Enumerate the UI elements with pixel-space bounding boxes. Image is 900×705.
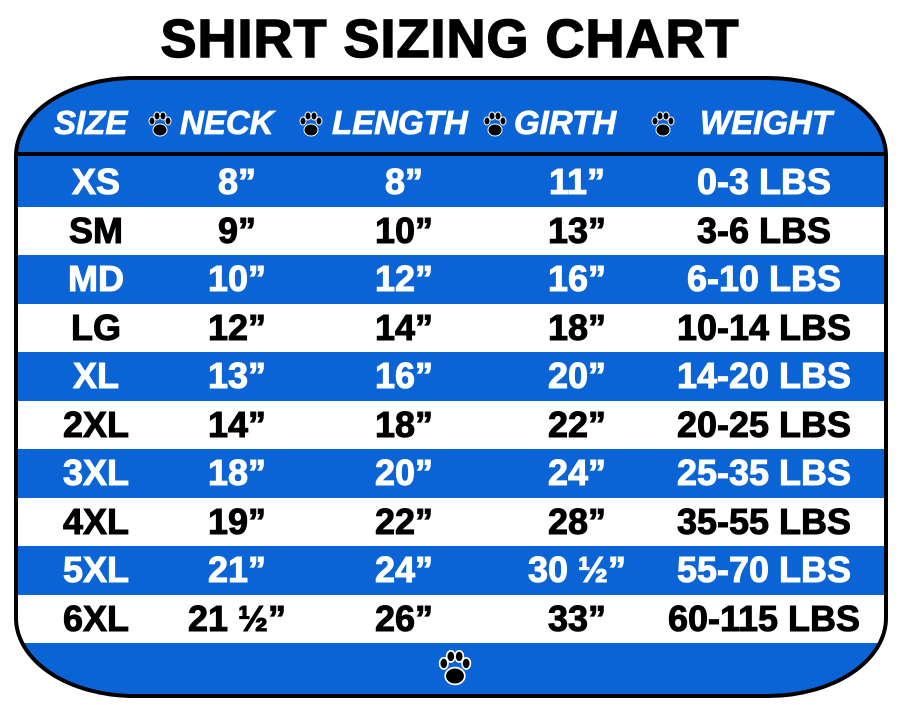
header-size: SIZE [54,104,128,142]
cell-girth: 16” [547,258,607,300]
cell-girth: 30 ½” [527,549,627,591]
cell-length: 10” [374,209,434,251]
table-row: 2XL 14” 18” 22” 20-25 LBS [18,400,884,449]
table-row: 5XL 21” 24” 30 ½” 55-70 LBS [18,546,884,595]
cell-weight: 20-25 LBS [676,403,852,445]
cell-weight: 60-115 LBS [667,597,861,639]
paw-icon [438,649,472,686]
cell-girth: 13” [547,209,607,251]
cell-weight: 10-14 LBS [676,306,852,348]
cell-length: 16” [374,355,434,397]
cell-neck: 21” [207,549,267,591]
cell-weight: 0-3 LBS [696,161,832,203]
table-body: XS 8” 8” 11” 0-3 LBS SM 9” 10” 13” 3-6 LBS MD 10” 12… [18,158,884,643]
cell-length: 22” [374,500,434,542]
paw-icon [299,111,323,137]
paw-icon [483,111,507,137]
table-row: 3XL 18” 20” 24” 25-35 LBS [18,449,884,498]
table-row: XS 8” 8” 11” 0-3 LBS [18,158,884,207]
cell-size: XL [72,355,120,397]
cell-length: 24” [374,549,434,591]
cell-girth: 22” [547,403,607,445]
cell-weight: 55-70 LBS [676,549,852,591]
cell-neck: 8” [217,161,257,203]
table-row: 4XL 19” 22” 28” 35-55 LBS [18,497,884,546]
cell-weight: 35-55 LBS [676,500,852,542]
cell-girth: 20” [547,355,607,397]
cell-size: XS [71,161,121,203]
header-weight: WEIGHT [700,104,833,142]
cell-neck: 18” [207,452,267,494]
cell-size: 2XL [62,403,130,445]
cell-girth: 24” [547,452,607,494]
cell-size: 3XL [62,452,130,494]
cell-length: 8” [384,161,424,203]
cell-girth: 18” [547,306,607,348]
cell-length: 14” [374,306,434,348]
paw-icon [148,111,172,137]
sizing-table: SIZE NECK LENGTH GIRTH WEIGHT XS 8” 8” 11” 0… [14,76,888,698]
table-row: SM 9” 10” 13” 3-6 LBS [18,206,884,255]
cell-size: 5XL [62,549,130,591]
cell-neck: 13” [207,355,267,397]
cell-length: 26” [374,597,434,639]
cell-size: 4XL [62,500,130,542]
cell-neck: 14” [207,403,267,445]
cell-length: 20” [374,452,434,494]
cell-weight: 25-35 LBS [676,452,852,494]
table-header: SIZE NECK LENGTH GIRTH WEIGHT [18,80,884,156]
header-neck: NECK [180,104,274,142]
cell-neck: 12” [207,306,267,348]
table-row: XL 13” 16” 20” 14-20 LBS [18,352,884,401]
cell-weight: 14-20 LBS [676,355,852,397]
cell-length: 12” [374,258,434,300]
cell-size: LG [71,306,122,348]
cell-size: MD [68,258,125,300]
cell-neck: 10” [207,258,267,300]
paw-icon [651,111,675,137]
cell-weight: 6-10 LBS [686,258,842,300]
cell-girth: 33” [547,597,607,639]
table-row: 6XL 21 ½” 26” 33” 60-115 LBS [18,594,884,643]
cell-neck: 21 ½” [187,597,287,639]
table-row: LG 12” 14” 18” 10-14 LBS [18,303,884,352]
cell-weight: 3-6 LBS [696,209,832,251]
table-row: MD 10” 12” 16” 6-10 LBS [18,255,884,304]
header-length: LENGTH [332,104,468,142]
page-title: SHIRT SIZING CHART [160,8,740,70]
cell-size: 6XL [62,597,130,639]
cell-size: SM [69,209,124,251]
cell-neck: 9” [217,209,257,251]
header-girth: GIRTH [514,104,617,142]
cell-girth: 28” [547,500,607,542]
cell-length: 18” [374,403,434,445]
cell-neck: 19” [207,500,267,542]
cell-girth: 11” [548,161,606,203]
